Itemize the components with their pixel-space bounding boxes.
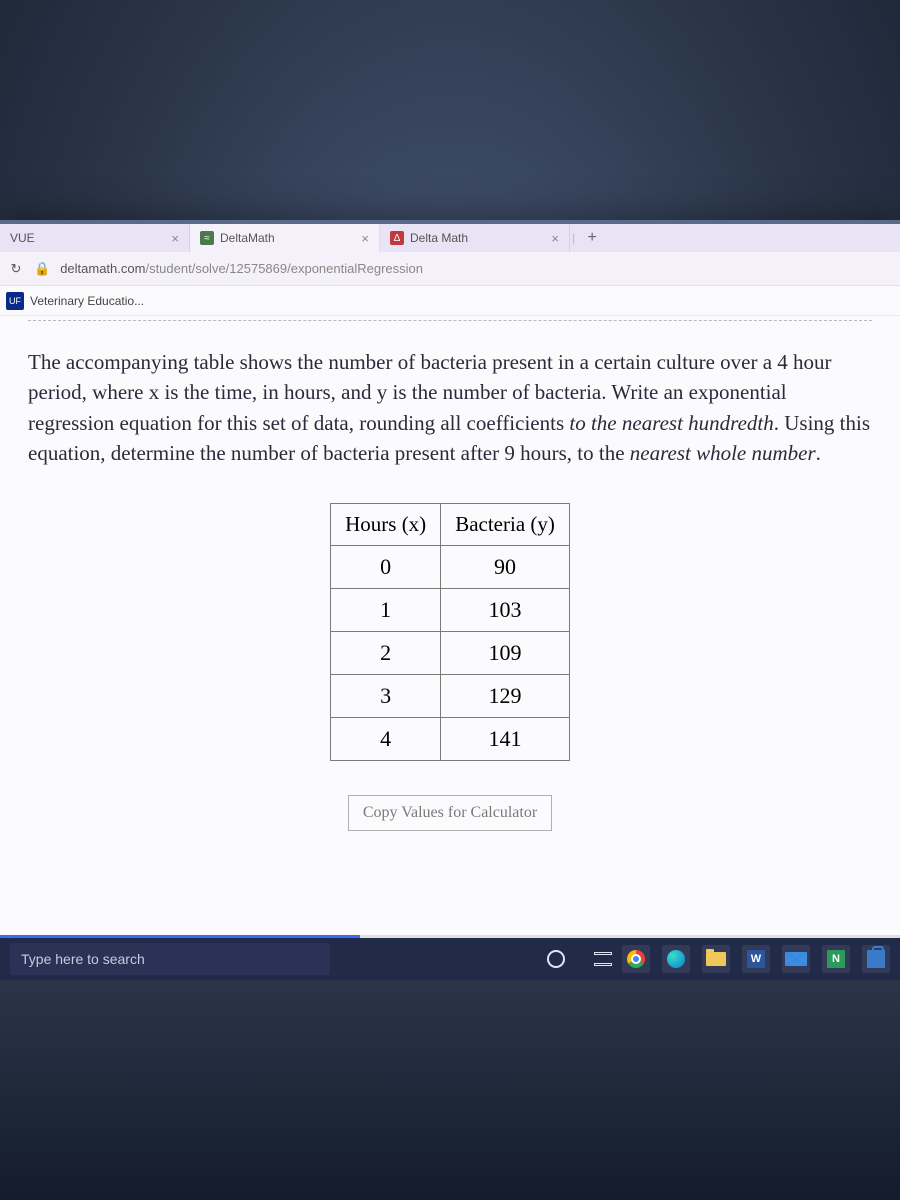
- store-icon[interactable]: [862, 945, 890, 973]
- tab-deltamath-2[interactable]: Δ Delta Math ×: [380, 224, 570, 252]
- windows-taskbar: Type here to search W N: [0, 938, 900, 980]
- close-icon[interactable]: ×: [551, 231, 559, 246]
- prompt-part-2c: .: [816, 441, 821, 465]
- page-content: The accompanying table shows the number …: [0, 316, 900, 831]
- table-row: 3129: [331, 674, 570, 717]
- tab-vue[interactable]: VUE ×: [0, 224, 190, 252]
- keyboard-area: [0, 980, 900, 1200]
- taskbar-search[interactable]: Type here to search: [10, 943, 330, 975]
- divider: [28, 320, 872, 321]
- favicon-icon: ≈: [200, 231, 214, 245]
- problem-prompt: The accompanying table shows the number …: [28, 347, 872, 469]
- table-row: 1103: [331, 588, 570, 631]
- word-icon[interactable]: W: [742, 945, 770, 973]
- tab-title: DeltaMath: [220, 231, 355, 245]
- data-table: Hours (x) Bacteria (y) 090 1103 2109 312…: [330, 503, 570, 761]
- col-header-bacteria: Bacteria (y): [441, 503, 570, 545]
- prompt-emphasis-2: nearest whole number: [630, 441, 816, 465]
- data-table-wrap: Hours (x) Bacteria (y) 090 1103 2109 312…: [28, 503, 872, 761]
- reload-icon[interactable]: ↻: [8, 261, 24, 277]
- table-row: 2109: [331, 631, 570, 674]
- cortana-icon[interactable]: [542, 945, 570, 973]
- tab-title: Delta Math: [410, 231, 545, 245]
- table-header-row: Hours (x) Bacteria (y): [331, 503, 570, 545]
- close-icon[interactable]: ×: [171, 231, 179, 246]
- address-bar: ↻ 🔒 deltamath.com/student/solve/12575869…: [0, 252, 900, 286]
- edge-icon[interactable]: [662, 945, 690, 973]
- table-row: 4141: [331, 717, 570, 760]
- favicon-icon: Δ: [390, 231, 404, 245]
- tab-separator: |: [570, 231, 577, 245]
- chrome-icon[interactable]: [622, 945, 650, 973]
- mail-icon[interactable]: [782, 945, 810, 973]
- browser-tab-strip: VUE × ≈ DeltaMath × Δ Delta Math × | +: [0, 220, 900, 252]
- lock-icon[interactable]: 🔒: [34, 261, 50, 277]
- file-explorer-icon[interactable]: [702, 945, 730, 973]
- tab-deltamath-1[interactable]: ≈ DeltaMath ×: [190, 224, 380, 252]
- new-tab-button[interactable]: +: [577, 224, 607, 252]
- bookmark-favicon-icon: UF: [6, 292, 24, 310]
- bookmark-item[interactable]: Veterinary Educatio...: [30, 294, 144, 308]
- col-header-hours: Hours (x): [331, 503, 441, 545]
- url-display[interactable]: deltamath.com/student/solve/12575869/exp…: [60, 261, 892, 276]
- url-path: /student/solve/12575869/exponentialRegre…: [145, 261, 423, 276]
- laptop-screen: VUE × ≈ DeltaMath × Δ Delta Math × | + ↻…: [0, 220, 900, 980]
- bookmark-bar: UF Veterinary Educatio...: [0, 286, 900, 316]
- url-host: deltamath.com: [60, 261, 145, 276]
- task-view-icon[interactable]: [582, 945, 610, 973]
- copy-values-button[interactable]: Copy Values for Calculator: [348, 795, 552, 831]
- close-icon[interactable]: ×: [361, 231, 369, 246]
- prompt-emphasis-1: to the nearest hundredth: [569, 411, 773, 435]
- table-row: 090: [331, 545, 570, 588]
- search-placeholder: Type here to search: [21, 951, 145, 967]
- app-n-icon[interactable]: N: [822, 945, 850, 973]
- tab-title: VUE: [10, 231, 165, 245]
